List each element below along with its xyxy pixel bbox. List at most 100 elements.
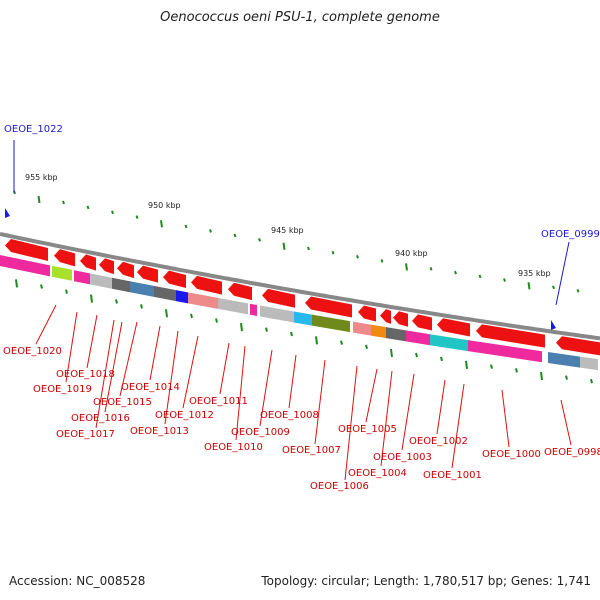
scale-tick (380, 259, 384, 263)
feature-tick (115, 299, 118, 304)
feature-tick (15, 279, 18, 288)
gene-label-connector (219, 342, 230, 395)
gene-label-connector (235, 345, 246, 441)
gene-label: OEOE_1010 (204, 442, 263, 453)
scale-tick (356, 255, 359, 259)
gene-label-connector (149, 325, 161, 381)
scale-tick (111, 210, 114, 215)
scale-label: 940 kbp (395, 249, 428, 258)
gene-category-band (112, 277, 130, 293)
scale-tick (576, 288, 580, 293)
feature-tick (215, 318, 218, 323)
gene-category-band (74, 270, 90, 285)
feature-tick (315, 336, 318, 345)
scale-label: 935 kbp (518, 269, 551, 278)
scale-tick (503, 278, 506, 282)
gene-category-band (406, 330, 430, 346)
gene-arrow (5, 239, 48, 261)
feature-tick (290, 331, 293, 337)
gene-label-connector (380, 370, 393, 467)
gene-label: OEOE_1002 (409, 436, 468, 447)
feature-tick (65, 289, 68, 294)
gene-arrow (54, 249, 75, 267)
feature-tick (165, 309, 168, 318)
feature-tick (140, 304, 143, 309)
gene-label-connector (95, 319, 115, 429)
gene-arrow (163, 270, 186, 288)
gene-arrow (556, 336, 600, 356)
gene-category-band (250, 303, 257, 317)
gene-label: OEOE_1007 (282, 445, 341, 456)
gene-label-connector (401, 373, 415, 451)
gene-label-connector (164, 330, 179, 425)
gene-label: OEOE_1017 (56, 429, 115, 440)
feature-tick (390, 348, 393, 358)
gene-arrow (358, 305, 376, 322)
feature-tick (565, 375, 568, 380)
gene-arrow (117, 261, 134, 279)
scale-tick (86, 205, 90, 210)
feature-tick (415, 352, 418, 358)
gene-arrow (437, 318, 470, 337)
scale-tick (37, 195, 41, 204)
scale-tick (429, 266, 433, 271)
gene-label-connector (259, 349, 273, 427)
gene-label: OEOE_1019 (33, 384, 92, 395)
gene-label-connector (182, 335, 199, 409)
scale-tick (135, 215, 139, 219)
gene-label: OEOE_0998 (544, 447, 600, 458)
gene-category-band (90, 273, 112, 289)
gene-label: OEOE_1020 (3, 346, 62, 357)
scale-tick (454, 270, 457, 275)
gene-label: OEOE_1016 (71, 413, 130, 424)
feature-tick (265, 327, 268, 332)
feature-tick (240, 323, 243, 332)
feature-tick (590, 378, 593, 384)
gene-category-band (176, 290, 188, 304)
scale-tick (160, 220, 163, 228)
gene-arrow (137, 265, 158, 283)
gene-category-band (130, 281, 154, 297)
feature-tick (440, 356, 443, 362)
gene-label: OEOE_1004 (348, 468, 407, 479)
accession-text: Accession: NC_008528 (9, 574, 146, 588)
scale-label: 955 kbp (25, 173, 58, 182)
feature-tick (540, 371, 543, 381)
genome-title: Oenococcus oeni PSU-1, complete genome (160, 10, 440, 25)
scale-tick (527, 282, 531, 290)
gene-arrow (191, 275, 222, 295)
gene-arrow (99, 258, 114, 275)
gene-label-connector (104, 321, 123, 413)
gene-label: OEOE_1018 (56, 369, 115, 380)
gene-arrow (305, 296, 352, 318)
scale-tick (307, 246, 310, 251)
gene-label: OEOE_1012 (155, 410, 214, 421)
pointer-marker (551, 320, 556, 330)
gene-label-connector (86, 314, 98, 369)
gene-label: OEOE_1000 (482, 449, 541, 460)
gene-label-connector (365, 368, 378, 423)
feature-tick (465, 360, 468, 369)
gene-label: OEOE_1003 (373, 452, 432, 463)
gene-label: OEOE_1008 (260, 410, 319, 421)
scale-tick (62, 200, 65, 205)
pointer-label: OEOE_1022 (4, 124, 63, 135)
feature-tick (515, 368, 518, 373)
gene-label: OEOE_1014 (121, 382, 180, 393)
pointer-marker (5, 208, 10, 218)
gene-category-band (52, 265, 72, 281)
scale-label: 950 kbp (148, 201, 181, 210)
gene-category-band (468, 340, 542, 363)
scale-tick (552, 285, 555, 290)
genome-backbone (0, 232, 600, 341)
gene-label-connector (501, 389, 510, 448)
gene-category-band (548, 352, 580, 368)
pointer-label: OEOE_0999 (541, 229, 600, 240)
gene-category-band (371, 324, 386, 339)
gene-category-band (312, 314, 350, 333)
gene-category-band (260, 305, 294, 323)
gene-category-band (218, 297, 248, 315)
feature-tick (190, 313, 193, 319)
scale-tick (405, 263, 408, 271)
